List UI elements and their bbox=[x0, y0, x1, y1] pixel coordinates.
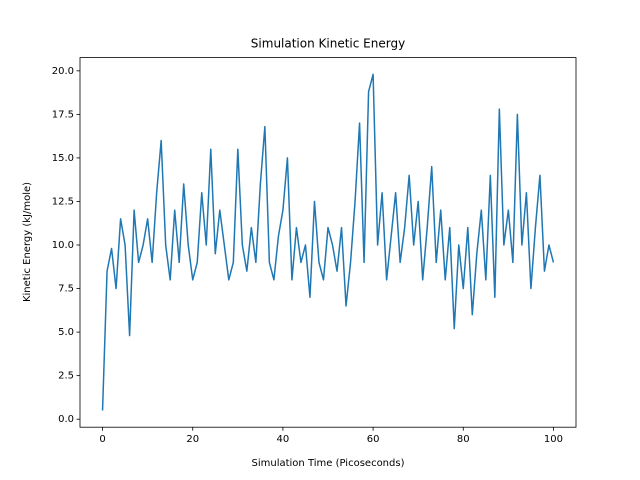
y-tick-label: 12.5 bbox=[52, 196, 74, 207]
y-tick-label: 0.0 bbox=[58, 414, 74, 425]
y-tick-label: 2.5 bbox=[58, 371, 74, 382]
y-tick-label: 17.5 bbox=[52, 109, 74, 120]
x-tick-label: 60 bbox=[367, 434, 380, 445]
y-tick-label: 7.5 bbox=[58, 284, 74, 295]
chart-title: Simulation Kinetic Energy bbox=[251, 37, 405, 51]
y-tick-label: 5.0 bbox=[58, 327, 74, 338]
y-tick-label: 10.0 bbox=[52, 240, 74, 251]
x-tick-label: 40 bbox=[277, 434, 290, 445]
x-tick-label: 0 bbox=[99, 434, 105, 445]
y-axis-label: Kinetic Energy (kJ/mole) bbox=[22, 182, 33, 302]
x-tick-label: 80 bbox=[457, 434, 470, 445]
data-line bbox=[101, 73, 555, 411]
plot-frame bbox=[79, 57, 577, 428]
y-tick-label: 15.0 bbox=[52, 153, 74, 164]
x-tick-label: 100 bbox=[544, 434, 563, 445]
y-tick-label: 20.0 bbox=[52, 66, 74, 77]
x-tick-label: 20 bbox=[186, 434, 199, 445]
x-axis-label: Simulation Time (Picoseconds) bbox=[252, 458, 405, 469]
